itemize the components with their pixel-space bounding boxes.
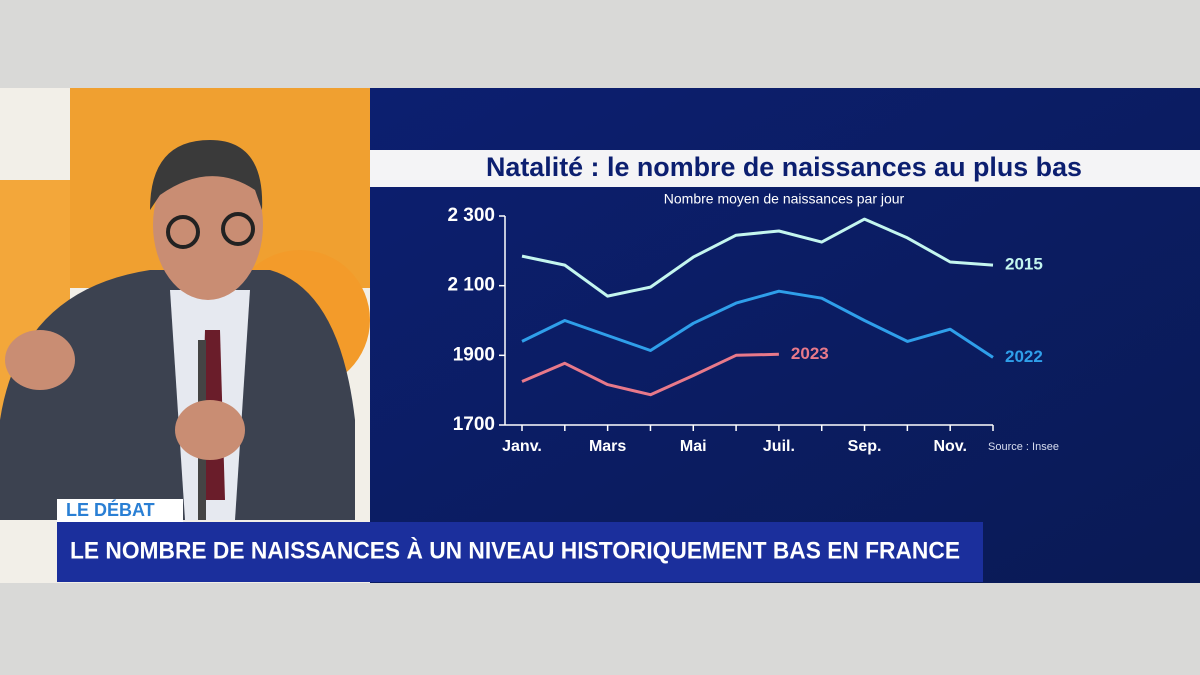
x-tick-label: Mars xyxy=(589,438,626,455)
plot: 1700 1900 2 100 2 300 Janv. Mars Mai Juil. Sep. N… xyxy=(447,205,1042,455)
presenter xyxy=(0,140,355,520)
series-line xyxy=(521,352,779,397)
hair xyxy=(150,140,263,210)
series-label: 2015 xyxy=(1005,255,1043,274)
series-label: 2022 xyxy=(1005,347,1043,366)
y-tick-label: 2 100 xyxy=(447,275,495,296)
y-tick-label: 2 300 xyxy=(447,205,495,226)
source: Source : Insee xyxy=(988,441,1059,453)
series-line xyxy=(521,217,994,298)
series-line xyxy=(521,289,994,359)
tag: LE DÉBAT xyxy=(66,499,155,520)
glasses xyxy=(221,212,255,246)
y-tick-label: 1700 xyxy=(453,414,495,435)
face xyxy=(153,150,263,300)
series-label: 2023 xyxy=(791,344,829,363)
headline: LE NOMBRE DE NAISSANCES À UN NIVEAU HIST… xyxy=(70,536,960,564)
tag-box xyxy=(57,499,183,522)
y-tick-label: 1900 xyxy=(453,344,495,365)
glasses xyxy=(166,215,200,249)
headline-bar xyxy=(57,522,983,582)
x-tick-label: Janv. xyxy=(502,438,542,455)
hand xyxy=(5,330,75,390)
x-tick-label: Sep. xyxy=(848,438,882,455)
chart-title: Natalité : le nombre de naissances au pl… xyxy=(486,152,1082,182)
x-tick-label: Nov. xyxy=(933,438,966,455)
hand xyxy=(175,400,245,460)
x-tick-label: Juil. xyxy=(763,438,795,455)
title-bar xyxy=(370,150,1200,187)
x-tick-label: Mai xyxy=(680,438,707,455)
chart-subtitle: Nombre moyen de naissances par jour xyxy=(664,191,905,207)
